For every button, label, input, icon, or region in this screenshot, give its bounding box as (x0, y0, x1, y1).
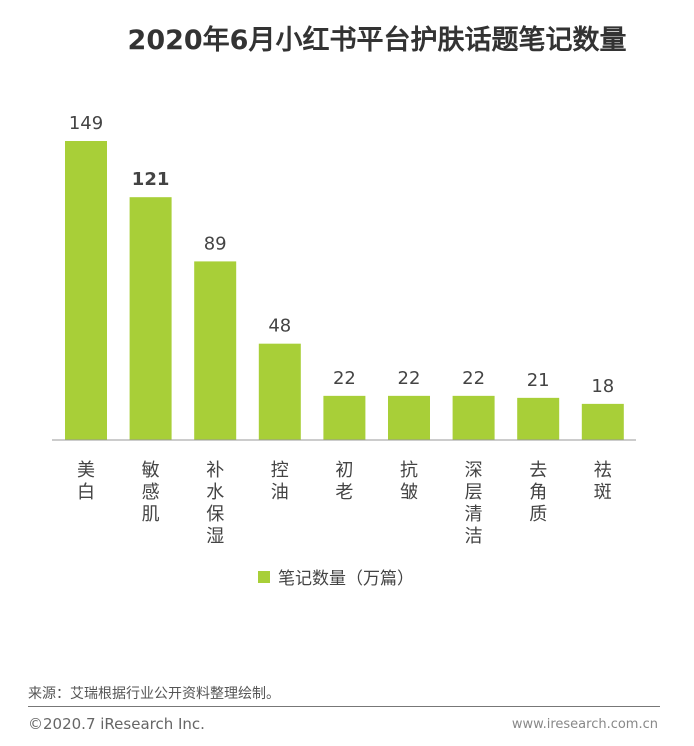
category-label: 感 (142, 482, 160, 503)
data-label: 48 (268, 316, 291, 337)
category-label: 湿 (206, 526, 224, 547)
category-label: 斑 (594, 482, 612, 503)
category-label: 角 (529, 482, 547, 503)
copyright: ©2020.7 iResearch Inc. (28, 715, 205, 733)
category-label: 清 (465, 504, 483, 525)
bar (388, 395, 430, 440)
category-label: 美 (77, 460, 95, 481)
data-label: 89 (204, 233, 227, 254)
category-label: 质 (529, 504, 547, 525)
category-label: 洁 (465, 526, 483, 547)
bar (65, 141, 107, 440)
category-label: 补 (206, 460, 224, 481)
category-label: 抗 (400, 460, 418, 481)
bar (129, 197, 172, 440)
category-label: 初 (335, 460, 353, 481)
category-label: 老 (335, 482, 353, 503)
data-label: 18 (591, 376, 614, 397)
footer-divider (28, 706, 660, 707)
bar (194, 261, 237, 440)
bar (452, 395, 495, 440)
bar (258, 343, 301, 440)
bar (517, 397, 560, 440)
chart-title: 2020年6月小红书平台护肤话题笔记数量 (127, 25, 627, 56)
bar (581, 403, 624, 440)
category-label: 白 (77, 482, 95, 503)
legend-swatch (258, 570, 270, 583)
category-label: 深 (465, 460, 483, 481)
data-label: 121 (132, 169, 170, 190)
website-url: www.iresearch.com.cn (511, 717, 658, 732)
data-label: 21 (527, 370, 550, 391)
category-label: 保 (206, 504, 224, 525)
category-label: 水 (206, 482, 224, 503)
source-note: 来源：艾瑞根据行业公开资料整理绘制。 (28, 686, 280, 702)
category-label: 肌 (142, 504, 160, 525)
data-label: 22 (333, 368, 356, 389)
bar (323, 395, 366, 440)
category-label: 油 (271, 482, 289, 503)
category-label: 控 (271, 460, 289, 481)
legend-label: 笔记数量（万篇） (278, 569, 414, 589)
category-label: 层 (465, 482, 483, 503)
data-label: 22 (398, 368, 421, 389)
category-label: 皱 (400, 482, 418, 503)
legend: 笔记数量（万篇） (258, 564, 414, 589)
category-label: 去 (529, 460, 547, 481)
data-label: 22 (462, 368, 485, 389)
data-label: 149 (69, 113, 103, 134)
category-label: 祛 (594, 460, 612, 481)
category-label: 敏 (142, 460, 160, 481)
